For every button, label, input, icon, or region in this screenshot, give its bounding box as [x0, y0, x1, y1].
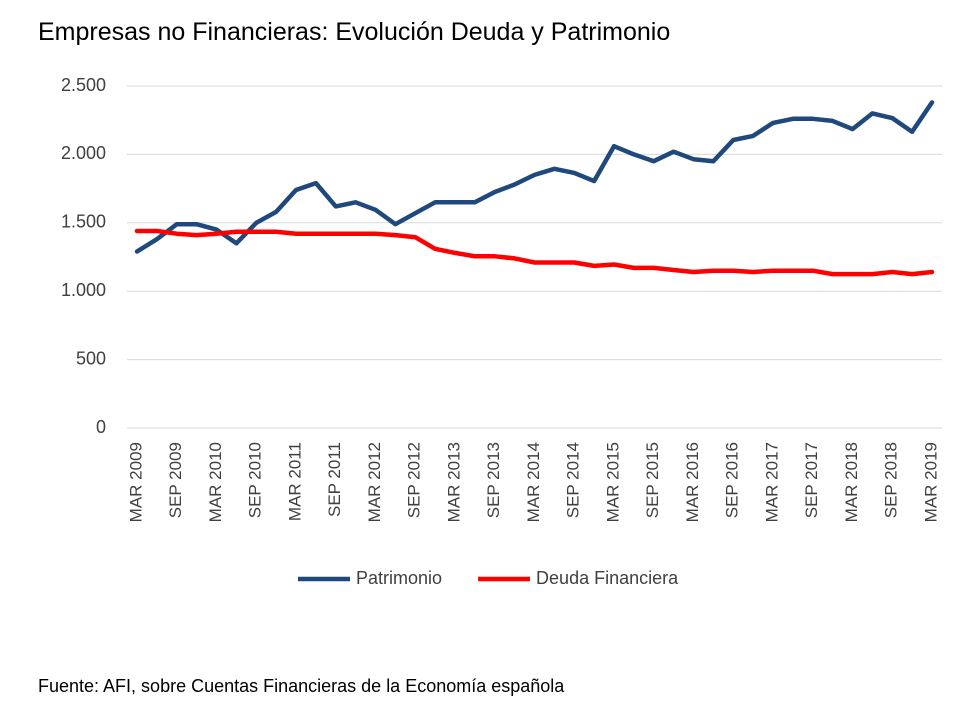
x-tick-label: MAR 2009	[126, 442, 145, 522]
x-tick-label: MAR 2016	[683, 442, 702, 522]
x-tick-label: SEP 2011	[325, 442, 344, 517]
x-tick-label: SEP 2010	[246, 442, 265, 518]
x-tick-label: MAR 2012	[365, 442, 384, 522]
x-tick-label: SEP 2017	[802, 442, 821, 518]
x-tick-label: MAR 2015	[603, 442, 622, 522]
x-tick-label: MAR 2014	[524, 442, 543, 522]
chart-title: Empresas no Financieras: Evolución Deuda…	[38, 18, 670, 46]
y-tick-label: 0	[96, 417, 106, 437]
legend-label: Patrimonio	[356, 568, 442, 588]
x-tick-label: SEP 2009	[166, 442, 185, 518]
x-tick-label: MAR 2013	[444, 442, 463, 522]
y-tick-label: 1.500	[61, 212, 106, 232]
x-tick-label: SEP 2018	[882, 442, 901, 518]
x-tick-label: MAR 2010	[206, 442, 225, 522]
source-note: Fuente: AFI, sobre Cuentas Financieras d…	[38, 676, 565, 696]
x-tick-label: MAR 2019	[921, 442, 940, 522]
x-tick-label: SEP 2016	[723, 442, 742, 518]
y-tick-label: 500	[76, 348, 106, 368]
y-tick-label: 2.500	[61, 75, 106, 95]
series-line	[134, 100, 935, 254]
x-tick-label: MAR 2018	[842, 442, 861, 522]
x-tick-label: MAR 2017	[762, 442, 781, 522]
legend-label: Deuda Financiera	[536, 568, 679, 588]
x-tick-label: SEP 2013	[484, 442, 503, 518]
x-tick-label: SEP 2014	[564, 442, 583, 518]
x-tick-label: MAR 2011	[285, 442, 304, 521]
series-line	[134, 228, 935, 277]
x-tick-label: SEP 2012	[405, 442, 424, 518]
y-tick-label: 1.000	[61, 280, 106, 300]
x-tick-label: SEP 2015	[643, 442, 662, 518]
y-tick-label: 2.000	[61, 143, 106, 163]
